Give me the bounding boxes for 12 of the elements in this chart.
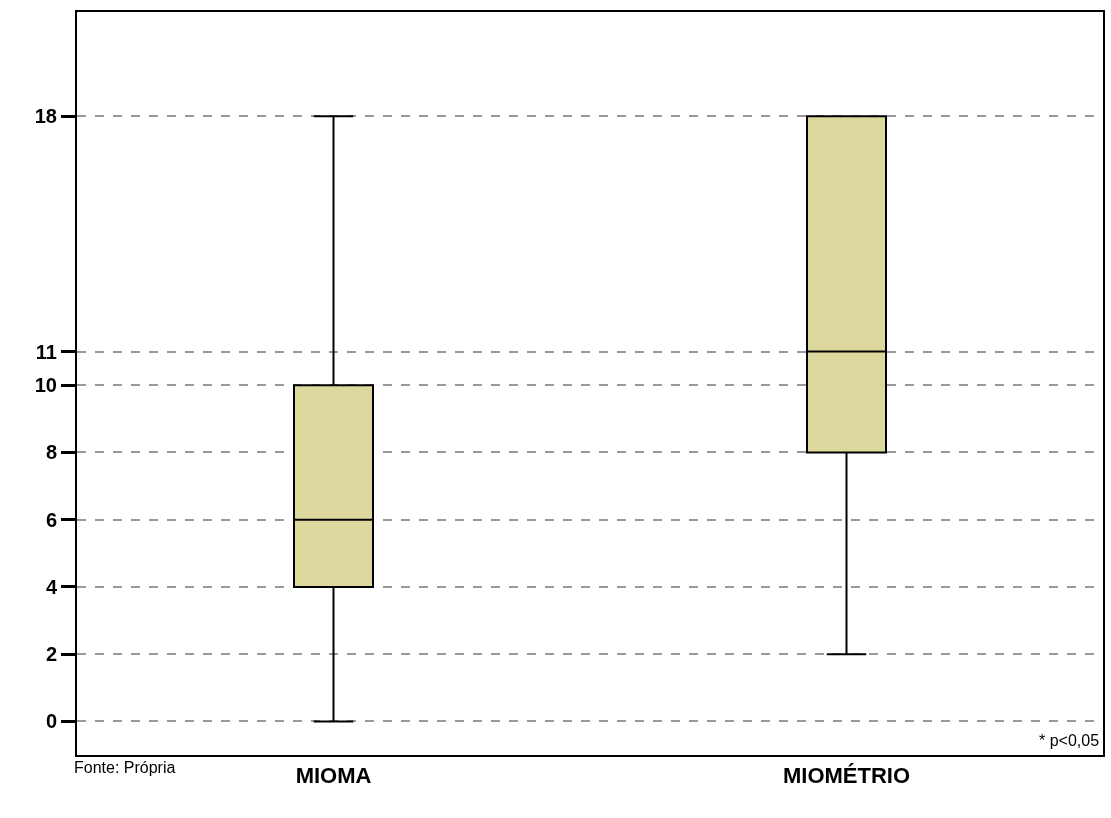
- y-tick-label: 18: [34, 105, 57, 128]
- y-tick-label: 6: [45, 508, 57, 531]
- y-tick-label: 4: [45, 575, 58, 598]
- y-tick-label: 0: [45, 710, 57, 733]
- annotation: * p<0,05: [1039, 732, 1100, 749]
- y-tick-label: 11: [35, 340, 57, 363]
- y-tick-label: 8: [45, 441, 57, 464]
- source-note: Fonte: Própria: [74, 759, 176, 776]
- x-tick-label: MIOMÉTRIO: [782, 763, 911, 789]
- y-tick-label: 2: [45, 643, 57, 666]
- x-tick-label: MIOMA: [295, 763, 372, 789]
- y-tick-label: 10: [34, 374, 57, 397]
